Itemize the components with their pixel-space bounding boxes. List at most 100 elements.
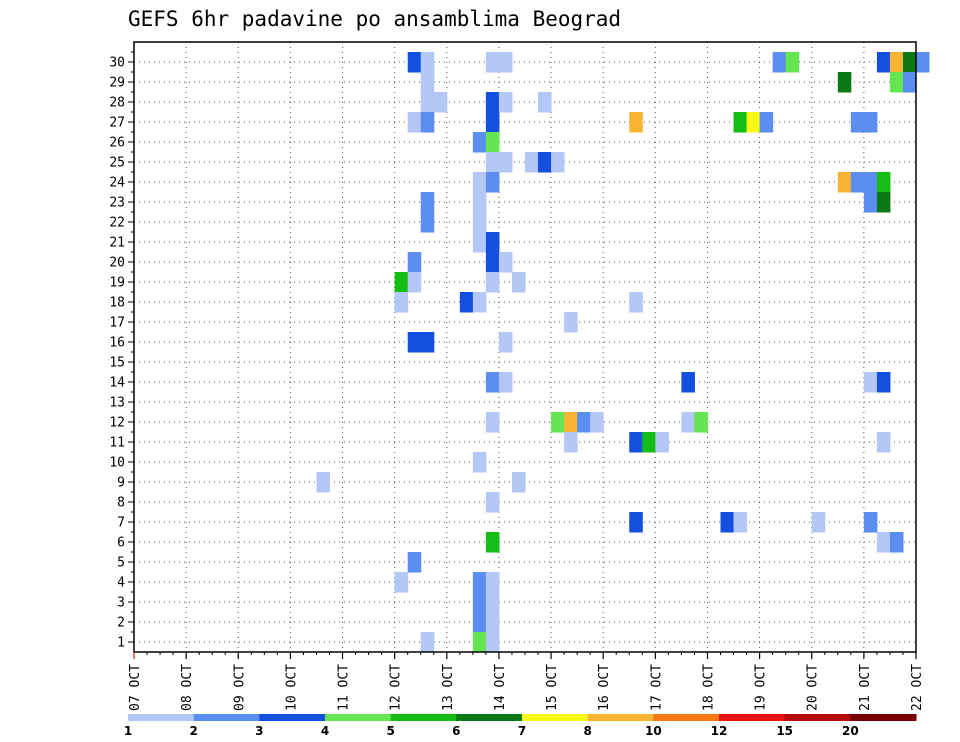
heatmap-cell: [498, 332, 513, 353]
heatmap-cell: [694, 412, 708, 433]
heatmap-cell: [420, 632, 435, 653]
legend-label: 7: [518, 724, 526, 738]
y-tick-label: 15: [109, 356, 125, 371]
heatmap-cell: [498, 52, 513, 73]
heatmap-cell: [746, 112, 761, 133]
y-axis: 1234567891011121314151617181920212223242…: [109, 51, 134, 651]
y-tick-label: 20: [109, 256, 125, 271]
heatmap-cell: [420, 92, 435, 113]
y-tick-label: 1: [117, 636, 125, 651]
y-tick-label: 5: [117, 556, 125, 571]
heatmap-cell: [837, 72, 852, 93]
y-tick-label: 12: [109, 416, 125, 431]
heatmap-cell: [485, 592, 500, 613]
heatmap-cell: [407, 112, 422, 133]
heatmap-cell: [785, 52, 800, 73]
heatmap-cell: [407, 52, 422, 73]
y-tick-label: 9: [117, 476, 125, 491]
x-tick-label: 10 OCT: [284, 664, 299, 711]
heatmap-cell: [863, 172, 878, 193]
heatmap-cell: [485, 52, 500, 73]
legend-label: 8: [583, 724, 591, 738]
heatmap-cell: [485, 92, 500, 113]
legend-label: 12: [711, 724, 728, 738]
heatmap-cell: [772, 52, 787, 73]
heatmap-cell: [394, 272, 409, 293]
heatmap-cell: [642, 432, 656, 453]
x-tick-label: 13 OCT: [441, 664, 456, 711]
y-tick-label: 26: [109, 136, 125, 151]
y-tick-label: 22: [109, 216, 125, 231]
heatmap-cell: [876, 52, 891, 73]
heatmap-cell: [407, 272, 422, 293]
heatmap-cell: [889, 532, 904, 553]
y-tick-label: 7: [117, 516, 125, 531]
heatmap-cell: [394, 292, 409, 313]
heatmap-cell: [420, 212, 435, 233]
heatmap-cell: [551, 412, 565, 433]
x-tick-label: 21 OCT: [858, 664, 873, 711]
y-tick-label: 16: [109, 336, 125, 351]
heatmap-cell: [863, 112, 878, 133]
heatmap-cell: [485, 232, 500, 253]
heatmap-cell: [511, 272, 526, 293]
heatmap-cell: [629, 292, 643, 313]
x-tick-label: 08 OCT: [180, 664, 195, 711]
y-tick-label: 8: [117, 496, 125, 511]
legend-swatch: [719, 714, 786, 721]
heatmap-cell: [459, 292, 474, 313]
x-tick-label: 22 OCT: [910, 664, 925, 711]
heatmap-cell: [564, 432, 578, 453]
legend-label: 2: [189, 724, 197, 738]
legend-label: 1: [124, 724, 132, 738]
heatmap-cell: [420, 72, 435, 93]
heatmap-cell: [629, 512, 643, 533]
legend-swatch: [653, 714, 720, 721]
heatmap-cell: [837, 172, 852, 193]
x-tick-label: 09 OCT: [232, 664, 247, 711]
heatmap-cell: [485, 152, 500, 173]
heatmap-cell: [590, 412, 604, 433]
heatmap-cell: [407, 252, 422, 273]
legend-swatch: [522, 714, 589, 721]
heatmap-cell: [538, 152, 552, 173]
legend-label: 3: [255, 724, 263, 738]
x-tick-label: 20 OCT: [806, 664, 821, 711]
heatmap-cell: [733, 112, 748, 133]
x-tick-label: 15 OCT: [545, 664, 560, 711]
heatmap-cell: [655, 432, 669, 453]
heatmap-cell: [876, 192, 891, 213]
heatmap-cell: [394, 572, 409, 593]
legend-swatch: [587, 714, 654, 721]
heatmap-cell: [485, 412, 500, 433]
heatmap-cell: [733, 512, 748, 533]
x-tick-label: 19 OCT: [754, 664, 769, 711]
heatmap-cell: [889, 72, 904, 93]
heatmap-cell: [876, 532, 891, 553]
x-tick-label: 16 OCT: [597, 664, 612, 711]
y-tick-label: 13: [109, 396, 125, 411]
color-legend: 1 2 3 4 5 6 7 8 10 12 15 20: [124, 714, 917, 738]
heatmap-cell: [485, 632, 500, 653]
y-tick-label: 19: [109, 276, 125, 291]
x-axis: 07 OCT 08 OCT 09 OCT 10 OCT 11 OCT 12 OCT 13 O…: [128, 652, 925, 711]
legend-swatch: [325, 714, 392, 721]
heatmap-cell: [472, 212, 487, 233]
y-tick-label: 6: [117, 536, 125, 551]
heatmap-cell: [485, 112, 500, 133]
heatmap-cell: [681, 372, 695, 393]
legend-label: 10: [645, 724, 662, 738]
y-tick-label: 4: [117, 576, 125, 591]
y-tick-label: 28: [109, 96, 125, 111]
heatmap-cell: [564, 412, 578, 433]
heatmap-cell: [472, 132, 487, 153]
x-tick-label: 07 OCT: [128, 664, 143, 711]
x-tick-label: 12 OCT: [389, 664, 404, 711]
y-tick-label: 3: [117, 596, 125, 611]
x-tick-label: 17 OCT: [649, 664, 664, 711]
heatmap-cell: [551, 152, 565, 173]
heatmap-cell: [472, 612, 487, 633]
y-tick-label: 17: [109, 316, 125, 331]
heatmap-cell: [407, 332, 422, 353]
heatmap-cell: [472, 192, 487, 213]
